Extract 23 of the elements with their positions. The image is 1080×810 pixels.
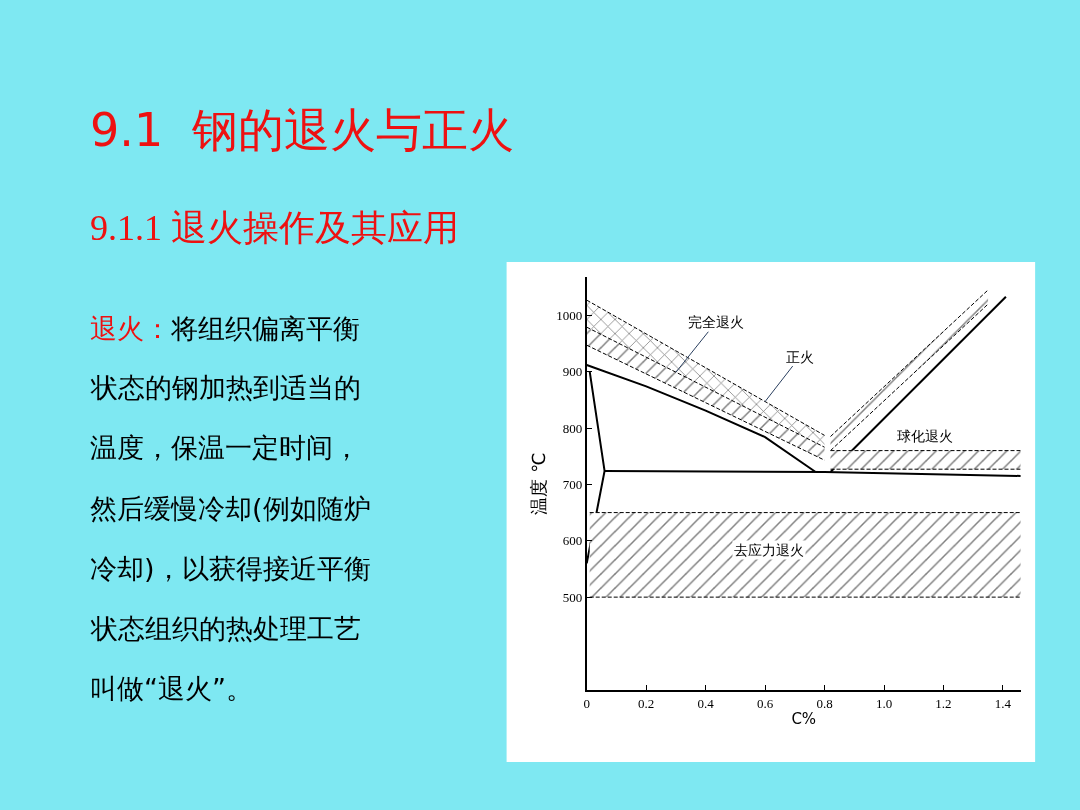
y-tick-label: 700: [562, 476, 583, 492]
x-tick-label: 1.0: [875, 695, 893, 711]
x-tick-label: 0.2: [638, 695, 655, 711]
y-tick-label: 1000: [556, 307, 583, 323]
y-axis-title: 温度 ℃: [527, 452, 549, 515]
annotation: 完全退火: [688, 314, 744, 330]
x-tick-label: 1.4: [994, 695, 1012, 711]
x-tick-label: 0: [583, 695, 590, 711]
y-tick-label: 800: [562, 420, 583, 436]
x-tick-label: 0.4: [697, 695, 715, 711]
annotation: 去应力退火: [734, 542, 804, 558]
x-axis-title: C%: [791, 710, 817, 729]
y-tick-label: 900: [562, 364, 583, 380]
y-tick-label: 500: [562, 589, 583, 605]
text: 9.1.1 退火操作及其应用: [90, 208, 459, 248]
x-tick-label: 1.2: [935, 695, 952, 711]
annotation: 球化退火: [897, 428, 953, 444]
x-tick-label: 0.8: [816, 695, 833, 711]
annotation: 正火: [786, 349, 814, 365]
text: 退火：将组织偏离平衡状态的钢加热到适当的温度，保温一定时间，然后缓慢冷却(例如随炉冷却)，以获得接近平衡状态组织的热处理工艺叫做“退火”。: [90, 313, 371, 704]
y-tick-label: 600: [562, 533, 583, 549]
chart-title: 9.1 钢的退火与正火: [90, 103, 515, 157]
x-tick-label: 0.6: [756, 695, 774, 711]
